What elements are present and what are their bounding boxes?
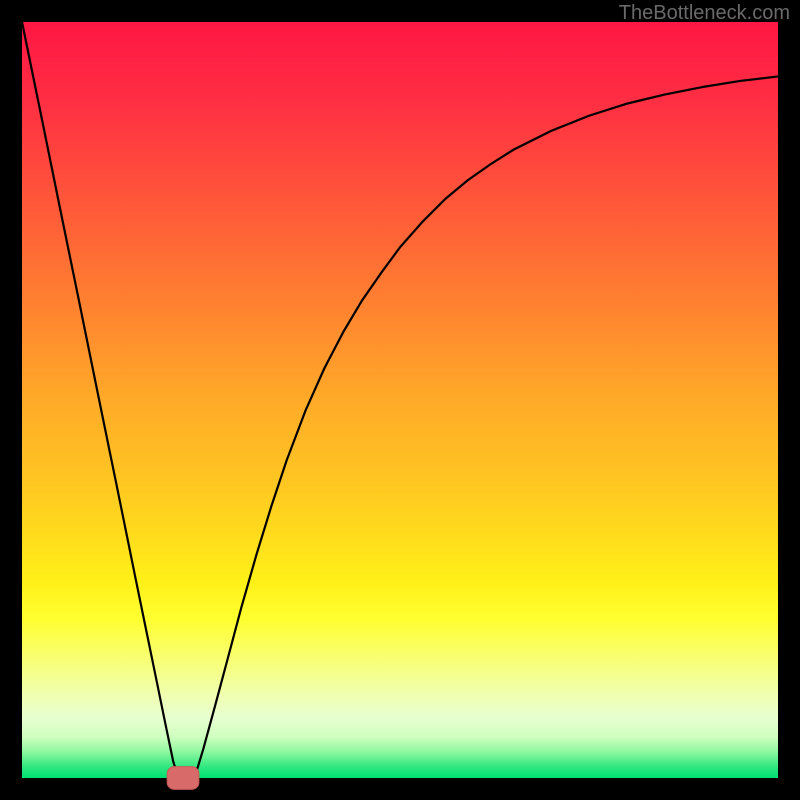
chart-container: TheBottleneck.com: [0, 0, 800, 800]
watermark-text: TheBottleneck.com: [619, 2, 790, 25]
optimal-range-marker: [167, 767, 199, 790]
gradient-background: [22, 22, 778, 778]
bottleneck-chart: [0, 0, 800, 800]
